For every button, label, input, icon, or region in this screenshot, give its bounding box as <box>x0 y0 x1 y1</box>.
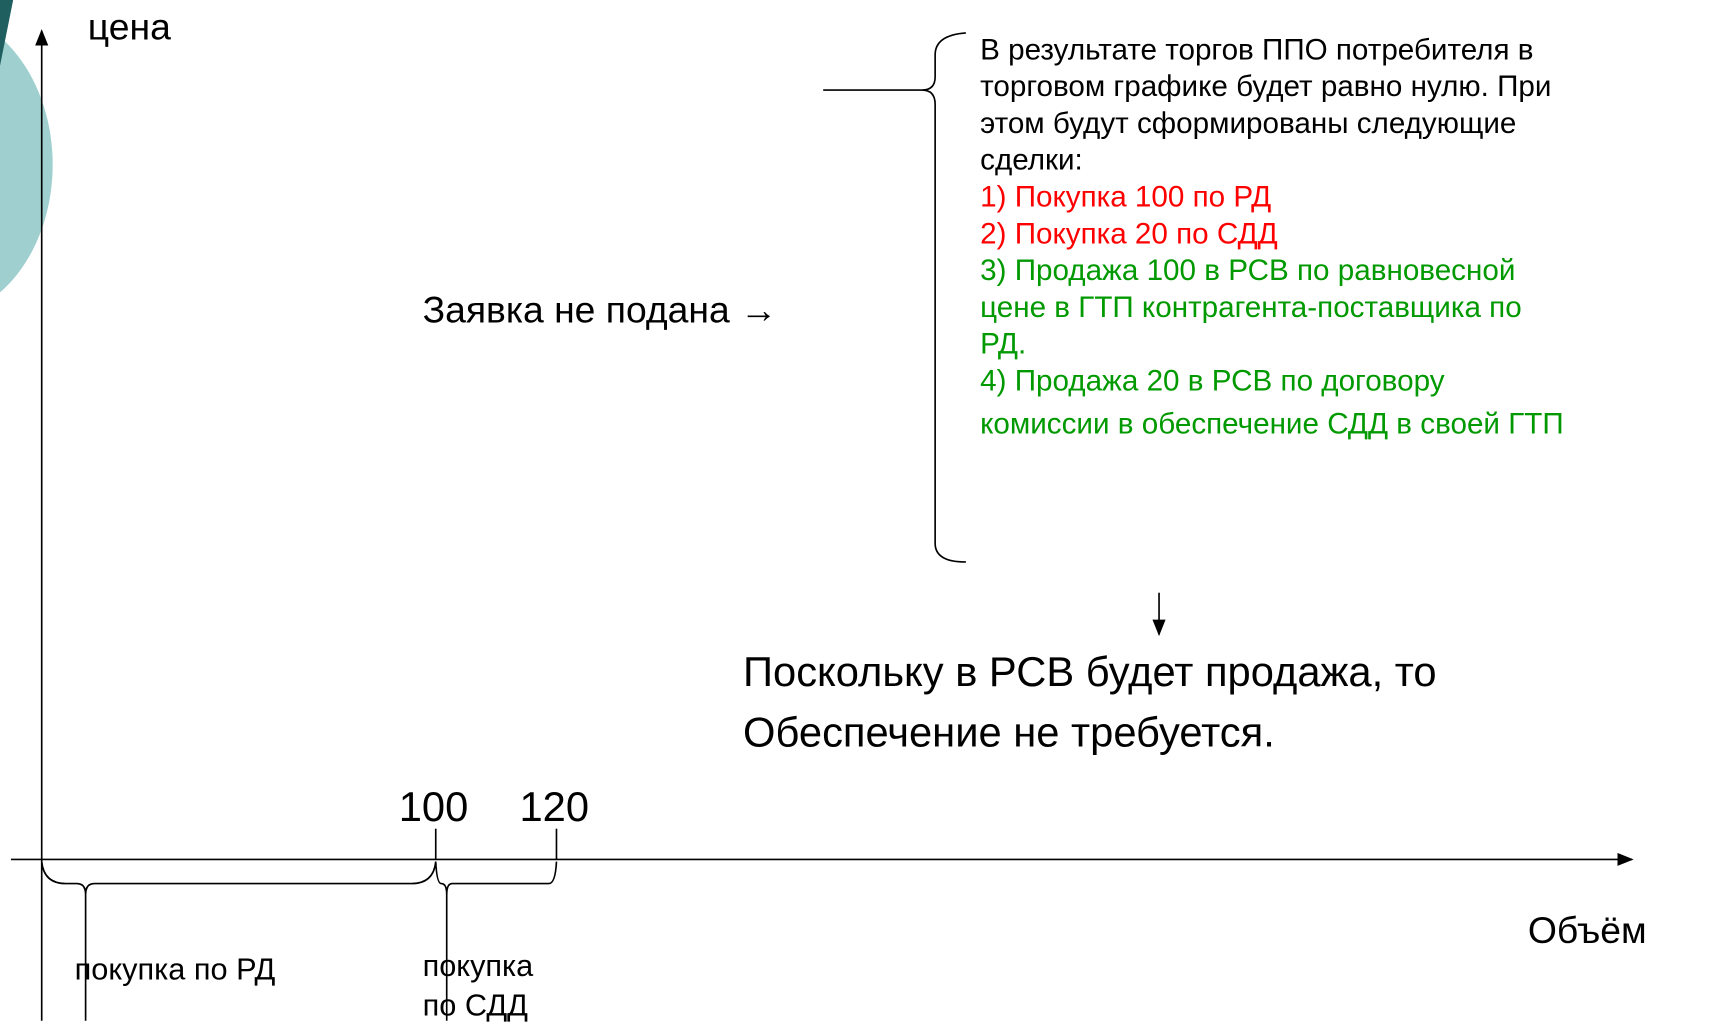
brace <box>40 861 437 1021</box>
bracket-label: покупка <box>423 948 535 983</box>
brace <box>434 861 558 1021</box>
bracket-label: по СДД <box>423 988 529 1023</box>
x-mark-label: 120 <box>519 783 589 830</box>
result-line: этом будут сформированы следующие <box>980 107 1516 140</box>
result-line: цене в ГТП контрагента-поставщика по <box>980 291 1522 324</box>
decor-edge <box>0 0 14 66</box>
result-line: 3) Продажа 100 в РСВ по равновесной <box>980 254 1515 287</box>
result-line: В результате торгов ППО потребителя в <box>980 33 1533 66</box>
result-line: 1) Покупка 100 по РД <box>980 181 1271 214</box>
result-line: 2) Покупка 20 по СДД <box>980 217 1278 250</box>
decor-circle <box>0 36 53 293</box>
result-line: РД. <box>980 328 1026 361</box>
result-line: комиссии в обеспечение СДД в своей ГТП <box>980 408 1564 441</box>
result-line: 4) Продажа 20 в РСВ по договору <box>980 364 1445 397</box>
result-line: сделки: <box>980 144 1083 177</box>
big-brace <box>823 32 966 563</box>
x-axis-label: Объём <box>1528 909 1647 951</box>
note: Заявка не подана → <box>423 289 778 331</box>
bracket-label: покупка по РД <box>75 952 276 987</box>
x-mark-label: 100 <box>399 783 469 830</box>
result-text: В результате торгов ППО потребителя в тор… <box>980 33 1564 440</box>
result-line: торговом графике будет равно нулю. При <box>980 70 1551 103</box>
conclusion: Обеспечение не требуется. <box>743 708 1275 755</box>
conclusion: Поскольку в РСВ будет продажа, то <box>743 648 1437 695</box>
y-axis-label: цена <box>88 6 171 48</box>
